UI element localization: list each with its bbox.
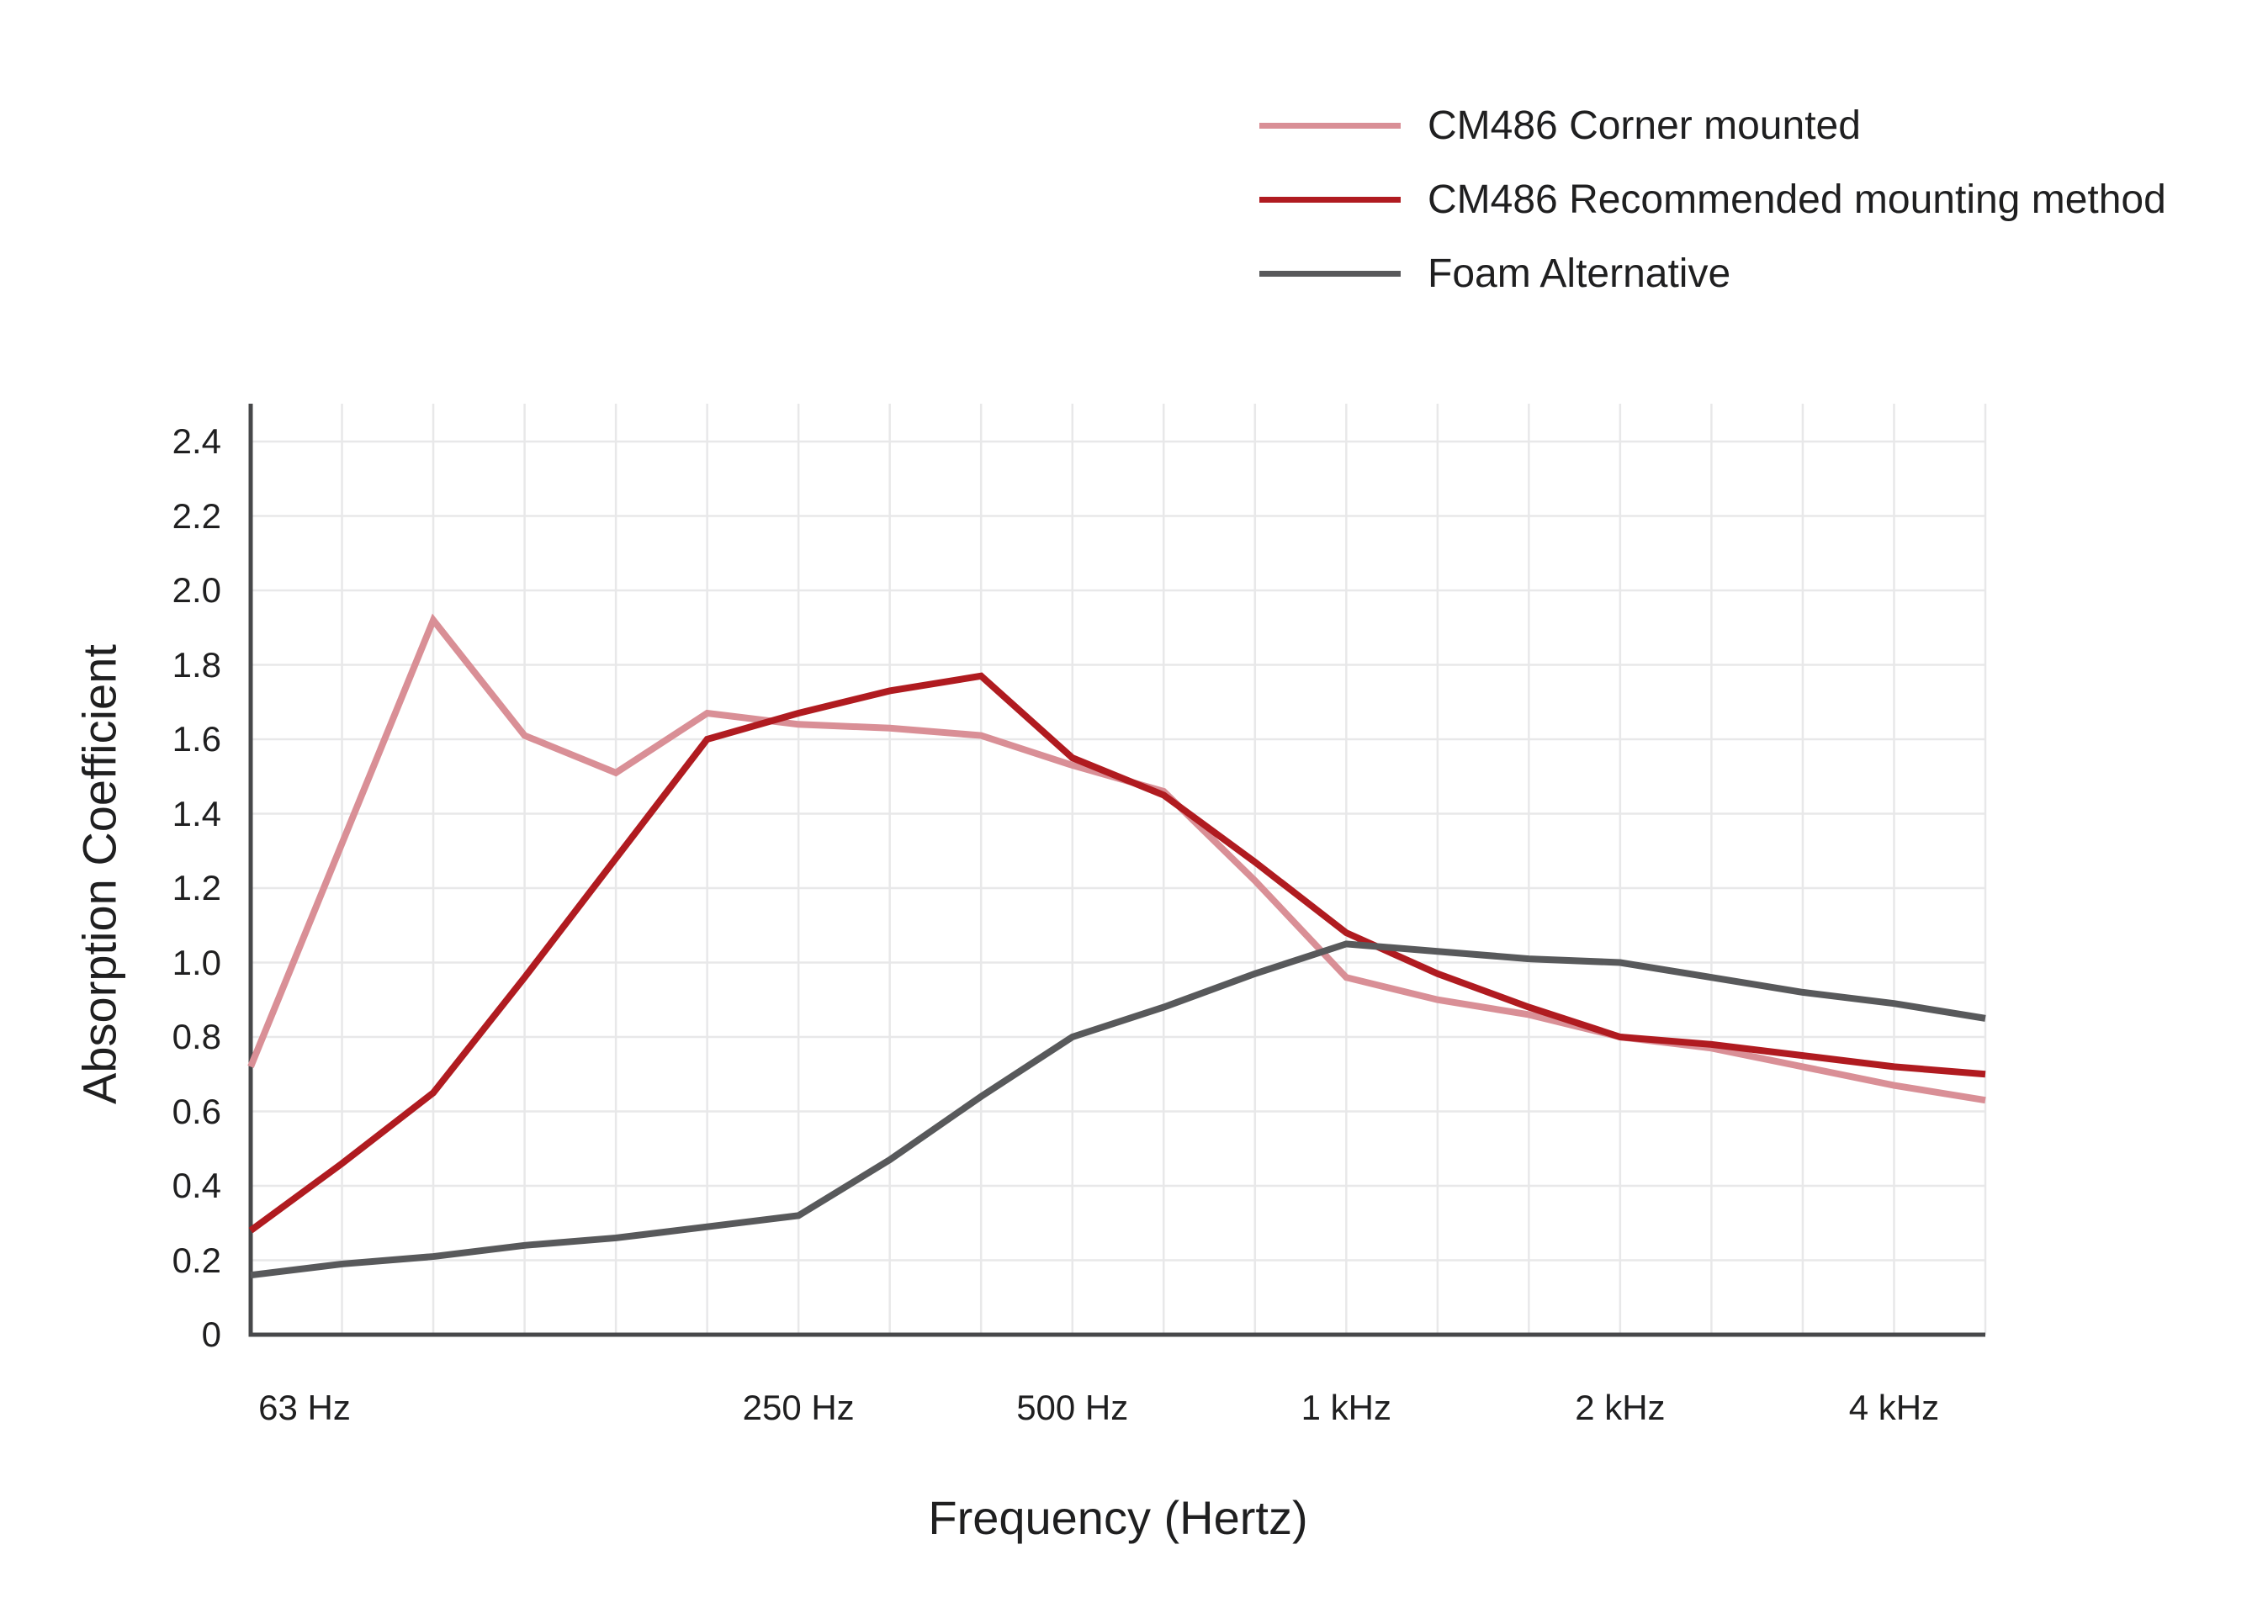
y-tick-label: 2.2 [172, 495, 221, 536]
y-tick-label: 0.6 [172, 1091, 221, 1131]
y-tick-label: 2.4 [172, 421, 221, 461]
y-tick-label: 1.8 [172, 644, 221, 685]
legend: CM486 Corner mounted CM486 Recommended mo… [1259, 99, 2166, 321]
legend-row-2: Foam Alternative [1259, 247, 2166, 299]
x-tick-label: 2 kHz [1575, 1388, 1666, 1427]
x-axis-title: Frequency (Hertz) [928, 1491, 1308, 1544]
y-tick-label: 1.4 [172, 793, 221, 833]
legend-label-1: CM486 Recommended mounting method [1428, 177, 2166, 222]
legend-swatch-0 [1259, 122, 1401, 129]
vertical-gridlines [341, 404, 1987, 1335]
y-tick-label: 1.6 [172, 719, 221, 759]
axis-spines [248, 404, 1985, 1337]
legend-swatch-1 [1259, 196, 1401, 203]
y-tick-label: 2.0 [172, 570, 221, 610]
y-axis-title: Absorption Coefficient [72, 644, 126, 1104]
legend-row-0: CM486 Corner mounted [1259, 99, 2166, 151]
horizontal-gridlines [251, 440, 1985, 1262]
y-tick-label: 0.2 [172, 1240, 221, 1280]
y-tick-label: 1.2 [172, 868, 221, 907]
x-tick-label: 250 Hz [742, 1388, 855, 1427]
x-tick-label: 500 Hz [1016, 1388, 1129, 1427]
x-tick-label: 1 kHz [1301, 1388, 1391, 1427]
x-tick-label: 4 kHz [1848, 1388, 1940, 1427]
y-tick-label: 0.8 [172, 1017, 221, 1056]
y-tick-label: 0 [201, 1315, 221, 1354]
y-tick-label: 1.0 [172, 942, 221, 982]
x-tick-label: 63 Hz [258, 1388, 351, 1427]
y-tick-label: 0.4 [172, 1166, 221, 1205]
series-line-2 [250, 940, 1986, 1279]
series-line-1 [248, 672, 1986, 1234]
legend-swatch-2 [1259, 270, 1401, 277]
legend-row-1: CM486 Recommended mounting method [1259, 173, 2166, 225]
legend-label-0: CM486 Corner mounted [1428, 103, 1861, 148]
series-line-0 [247, 613, 1986, 1104]
legend-label-2: Foam Alternative [1428, 251, 1731, 296]
